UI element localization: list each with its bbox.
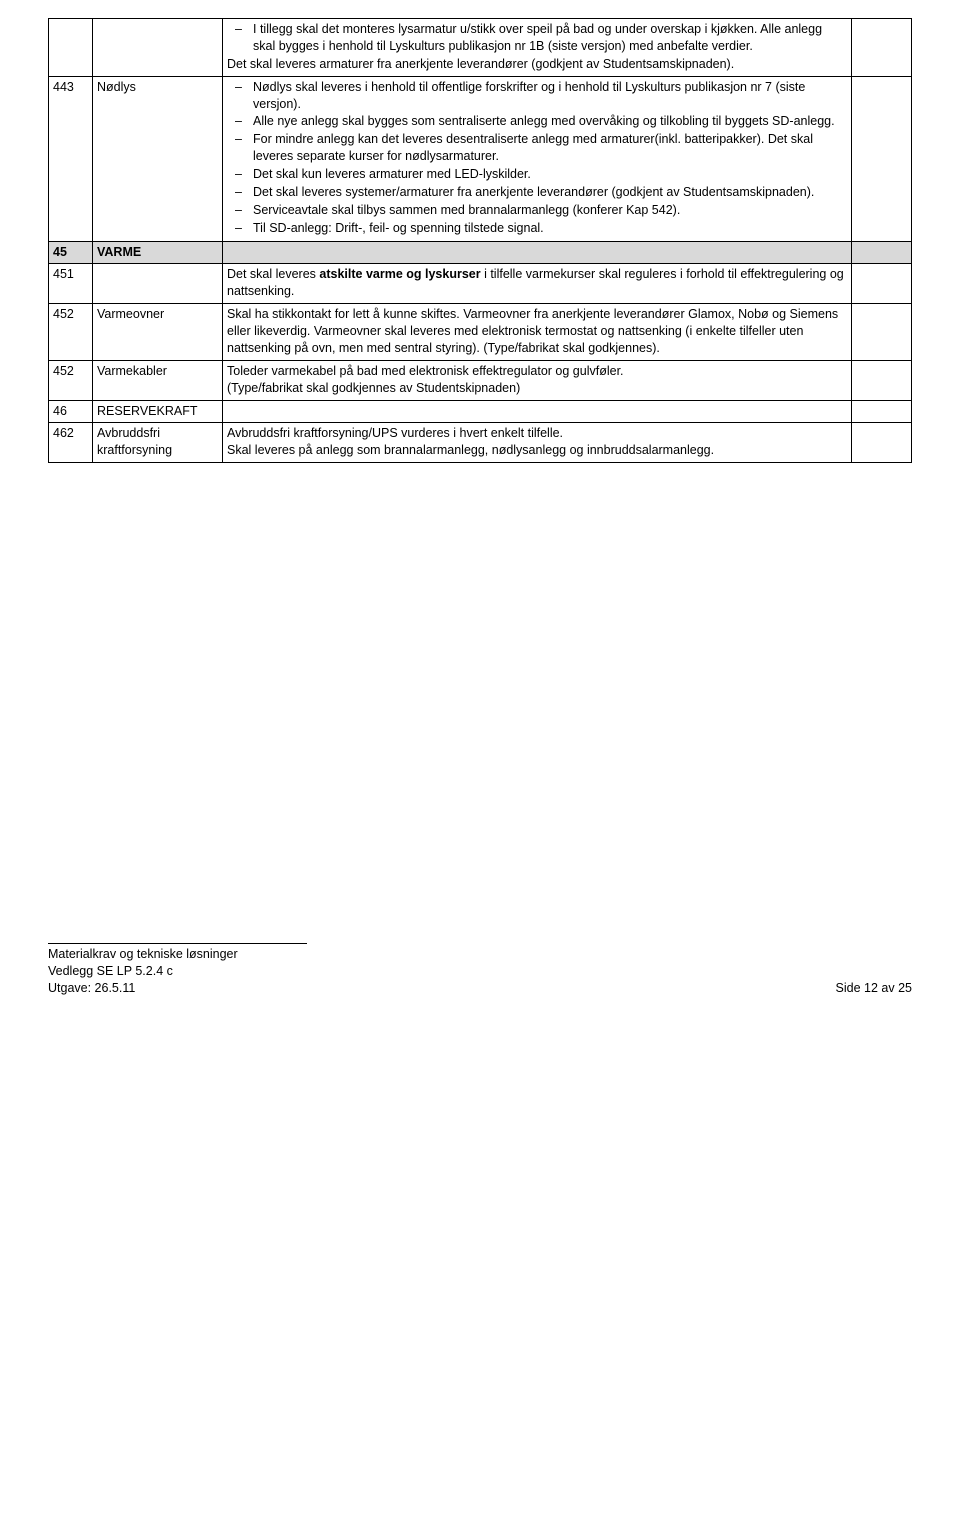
label-cell: Nødlys [93, 76, 223, 241]
content-cell: Toleder varmekabel på bad med elektronis… [223, 360, 852, 400]
list-item: I tillegg skal det monteres lysarmatur u… [227, 21, 847, 55]
code-cell: 451 [49, 264, 93, 304]
content-cell: Nødlys skal leveres i henhold til offent… [223, 76, 852, 241]
table-row: 452 Varmekabler Toleder varmekabel på ba… [49, 360, 912, 400]
page-footer: Materialkrav og tekniske løsninger Vedle… [48, 943, 912, 997]
label-cell: Varmeovner [93, 304, 223, 361]
paragraph: Det skal leveres armaturer fra anerkjent… [227, 56, 847, 73]
table-row: I tillegg skal det monteres lysarmatur u… [49, 19, 912, 77]
label-cell: VARME [93, 241, 223, 264]
code-cell [49, 19, 93, 77]
content-cell: Skal ha stikkontakt for lett å kunne ski… [223, 304, 852, 361]
code-cell: 46 [49, 400, 93, 423]
extra-cell [852, 241, 912, 264]
content-cell [223, 400, 852, 423]
list-item: For mindre anlegg kan det leveres desent… [227, 131, 847, 165]
list-item: Det skal leveres systemer/armaturer fra … [227, 184, 847, 201]
footer-title: Materialkrav og tekniske løsninger [48, 946, 238, 963]
label-cell [93, 19, 223, 77]
code-cell: 443 [49, 76, 93, 241]
paragraph: Skal leveres på anlegg som brannalarmanl… [227, 442, 847, 459]
content-cell: Det skal leveres atskilte varme og lysku… [223, 264, 852, 304]
code-cell: 45 [49, 241, 93, 264]
code-cell: 452 [49, 304, 93, 361]
table-row: 443 Nødlys Nødlys skal leveres i henhold… [49, 76, 912, 241]
footer-divider [48, 943, 307, 944]
table-row-header: 45 VARME [49, 241, 912, 264]
paragraph: (Type/fabrikat skal godkjennes av Studen… [227, 380, 847, 397]
extra-cell [852, 360, 912, 400]
table-row: 46 RESERVEKRAFT [49, 400, 912, 423]
list-item: Serviceavtale skal tilbys sammen med bra… [227, 202, 847, 219]
table-row: 451 Det skal leveres atskilte varme og l… [49, 264, 912, 304]
code-cell: 452 [49, 360, 93, 400]
requirements-table: I tillegg skal det monteres lysarmatur u… [48, 18, 912, 463]
text-bold: atskilte varme og lyskurser [319, 267, 480, 281]
label-cell [93, 264, 223, 304]
table-row: 462 Avbruddsfri kraftforsyning Avbruddsf… [49, 423, 912, 463]
content-cell: Avbruddsfri kraftforsyning/UPS vurderes … [223, 423, 852, 463]
content-cell [223, 241, 852, 264]
paragraph: Avbruddsfri kraftforsyning/UPS vurderes … [227, 425, 847, 442]
extra-cell [852, 19, 912, 77]
extra-cell [852, 304, 912, 361]
label-cell: RESERVEKRAFT [93, 400, 223, 423]
extra-cell [852, 423, 912, 463]
list-item: Alle nye anlegg skal bygges som sentrali… [227, 113, 847, 130]
paragraph: Toleder varmekabel på bad med elektronis… [227, 363, 847, 380]
table-row: 452 Varmeovner Skal ha stikkontakt for l… [49, 304, 912, 361]
extra-cell [852, 400, 912, 423]
page-number: Side 12 av 25 [836, 980, 912, 997]
code-cell: 462 [49, 423, 93, 463]
list-item: Nødlys skal leveres i henhold til offent… [227, 79, 847, 113]
text-before: Det skal leveres [227, 267, 319, 281]
label-cell: Varmekabler [93, 360, 223, 400]
extra-cell [852, 264, 912, 304]
content-cell: I tillegg skal det monteres lysarmatur u… [223, 19, 852, 77]
extra-cell [852, 76, 912, 241]
paragraph: Skal ha stikkontakt for lett å kunne ski… [227, 306, 847, 357]
footer-edition: Utgave: 26.5.11 [48, 980, 238, 997]
label-cell: Avbruddsfri kraftforsyning [93, 423, 223, 463]
list-item: Det skal kun leveres armaturer med LED-l… [227, 166, 847, 183]
footer-ref: Vedlegg SE LP 5.2.4 c [48, 963, 238, 980]
list-item: Til SD-anlegg: Drift-, feil- og spenning… [227, 220, 847, 237]
